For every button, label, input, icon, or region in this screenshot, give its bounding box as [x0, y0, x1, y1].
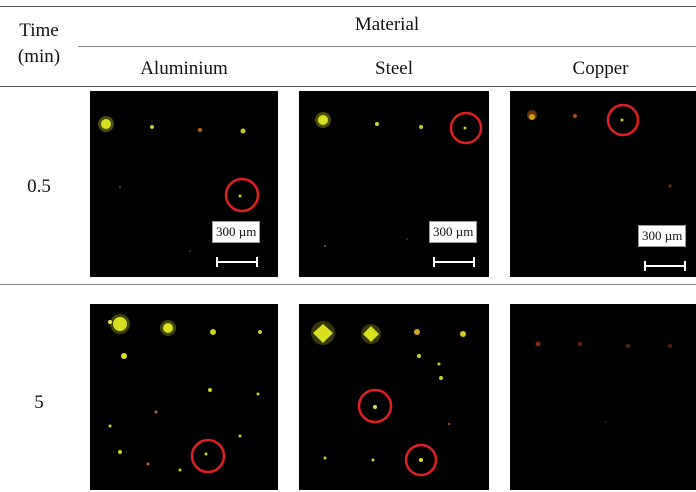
scale-bar [216, 257, 258, 267]
micrograph-copper-0-5min: 300 µm [510, 91, 696, 277]
row-time-0-5: 0.5 [27, 176, 51, 197]
micrograph-aluminium-0-5min: 300 µm [90, 91, 278, 277]
scale-bar [644, 261, 686, 271]
column-header-copper: Copper [572, 58, 629, 79]
material-header: Material [354, 14, 420, 35]
row-time-5: 5 [34, 392, 44, 413]
scale-bar-label: 300 µm [638, 225, 687, 247]
table-top-rule [0, 6, 696, 7]
micrograph-steel-5min [299, 304, 489, 490]
column-header-aluminium: Aluminium [140, 58, 228, 79]
scale-bar [433, 257, 475, 267]
row-divider [0, 284, 696, 285]
scale-bar-label: 300 µm [212, 221, 261, 243]
time-header: Time (min) [0, 20, 78, 68]
header-bottom-rule [0, 86, 696, 87]
material-underline [78, 46, 696, 47]
micrograph-aluminium-5min [90, 304, 278, 490]
time-header-line2: (min) [17, 46, 61, 67]
micrograph-steel-0-5min: 300 µm [299, 91, 489, 277]
scale-bar-label: 300 µm [429, 221, 478, 243]
column-header-steel: Steel [375, 58, 413, 79]
time-header-line1: Time [19, 20, 59, 41]
micrograph-copper-5min [510, 304, 696, 490]
